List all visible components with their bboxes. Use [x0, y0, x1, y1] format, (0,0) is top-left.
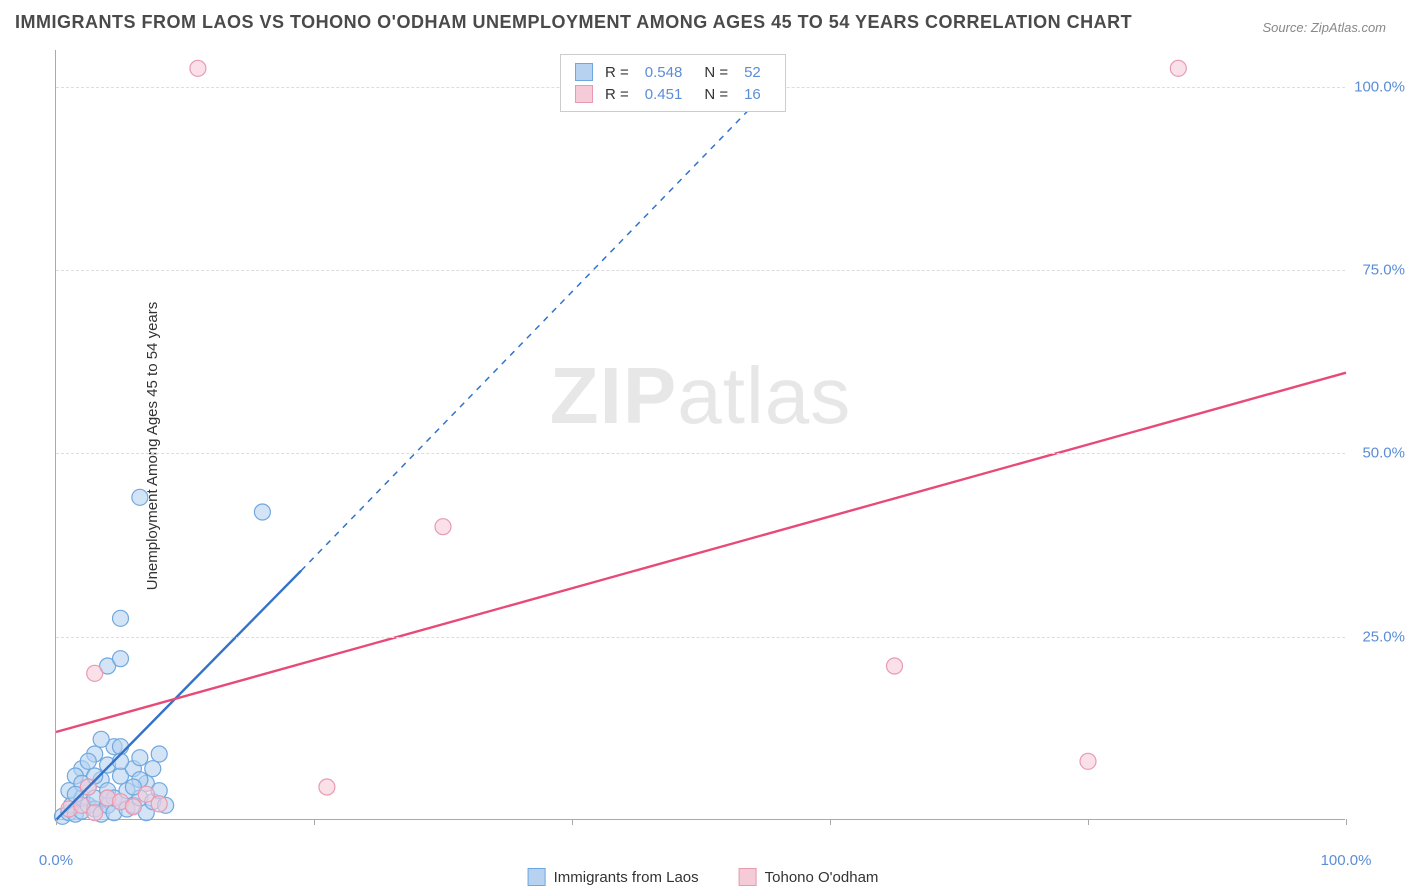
gridline: [56, 270, 1345, 271]
gridline: [56, 453, 1345, 454]
x-tick: [572, 819, 573, 825]
y-tick-label: 25.0%: [1362, 628, 1405, 645]
swatch-icon: [575, 63, 593, 81]
legend-corr-row: R = 0.451 N = 16: [575, 83, 771, 105]
legend-series-item: Immigrants from Laos: [528, 868, 699, 886]
n-label: N =: [704, 64, 728, 81]
n-value: 16: [744, 86, 761, 103]
chart-svg: [56, 50, 1346, 820]
r-label: R =: [605, 64, 629, 81]
legend-correlation: R = 0.548 N = 52 R = 0.451 N = 16: [560, 54, 786, 112]
n-value: 52: [744, 64, 761, 81]
legend-series: Immigrants from Laos Tohono O'odham: [528, 868, 879, 886]
y-tick-label: 75.0%: [1362, 262, 1405, 279]
series-label: Tohono O'odham: [765, 869, 879, 886]
x-tick: [1088, 819, 1089, 825]
plot-area: ZIPatlas 25.0%50.0%75.0%100.0%0.0%100.0%: [55, 50, 1345, 820]
source-text: Source: ZipAtlas.com: [1262, 20, 1386, 35]
x-tick: [830, 819, 831, 825]
gridline: [56, 637, 1345, 638]
x-tick-label: 100.0%: [1321, 852, 1372, 869]
y-tick-label: 50.0%: [1362, 445, 1405, 462]
swatch-icon: [739, 868, 757, 886]
legend-corr-row: R = 0.548 N = 52: [575, 61, 771, 83]
x-tick: [1346, 819, 1347, 825]
r-value: 0.451: [645, 86, 683, 103]
x-tick: [56, 819, 57, 825]
y-tick-label: 100.0%: [1354, 78, 1405, 95]
x-tick: [314, 819, 315, 825]
x-tick-label: 0.0%: [39, 852, 73, 869]
n-label: N =: [704, 86, 728, 103]
r-value: 0.548: [645, 64, 683, 81]
swatch-icon: [528, 868, 546, 886]
series-label: Immigrants from Laos: [554, 869, 699, 886]
chart-title: IMMIGRANTS FROM LAOS VS TOHONO O'ODHAM U…: [15, 12, 1132, 33]
swatch-icon: [575, 85, 593, 103]
legend-series-item: Tohono O'odham: [739, 868, 879, 886]
r-label: R =: [605, 86, 629, 103]
